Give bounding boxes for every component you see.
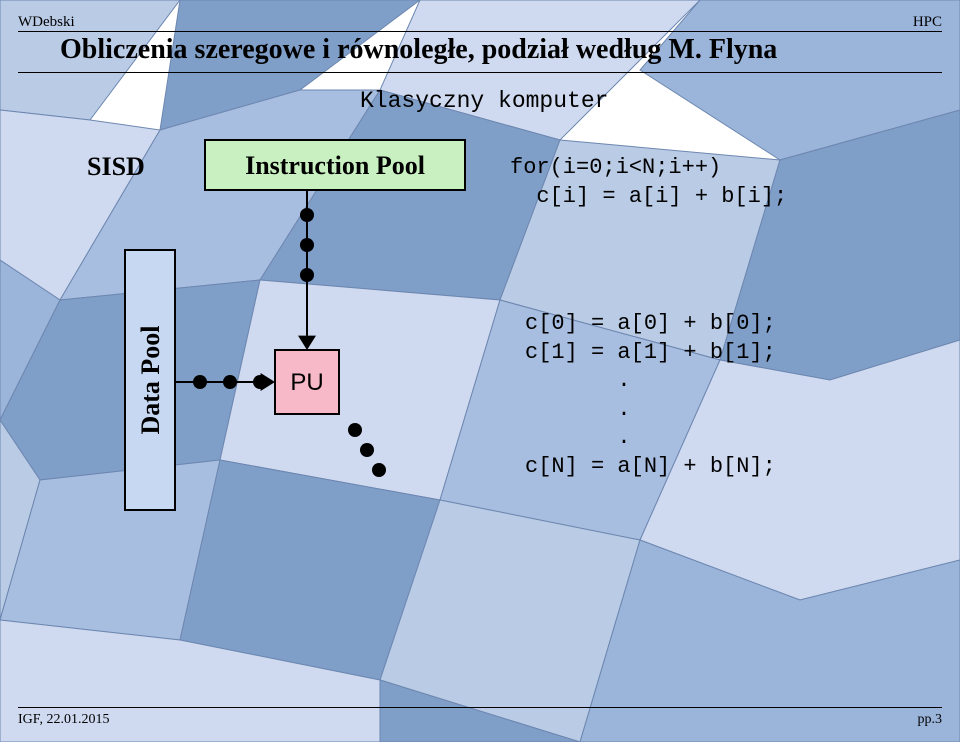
code-unrolled: c[0] = a[0] + b[0]; c[1] = a[1] + b[1]; … <box>525 310 776 482</box>
svg-text:Data Pool: Data Pool <box>136 325 165 434</box>
footer-left: IGF, 22.01.2015 <box>18 712 109 728</box>
svg-text:PU: PU <box>290 369 323 396</box>
header-rule <box>18 31 942 32</box>
slide-content: WDebski HPC Obliczenia szeregowe i równo… <box>0 0 960 742</box>
footer-right: pp.3 <box>918 712 943 728</box>
svg-text:SISD: SISD <box>87 152 145 181</box>
svg-text:Instruction Pool: Instruction Pool <box>245 151 425 180</box>
subtitle-text: Klasyczny komputer <box>360 88 608 114</box>
slide-title: Obliczenia szeregowe i równoległe, podzi… <box>60 34 777 66</box>
footer-rule <box>18 707 942 708</box>
header-right: HPC <box>913 14 942 31</box>
title-rule <box>18 72 942 73</box>
header-left: WDebski <box>18 14 75 31</box>
code-loop: for(i=0;i<N;i++) c[i] = a[i] + b[i]; <box>510 154 787 211</box>
sisd-diagram: SISD Instruction Pool Data Pool PU <box>55 130 515 600</box>
